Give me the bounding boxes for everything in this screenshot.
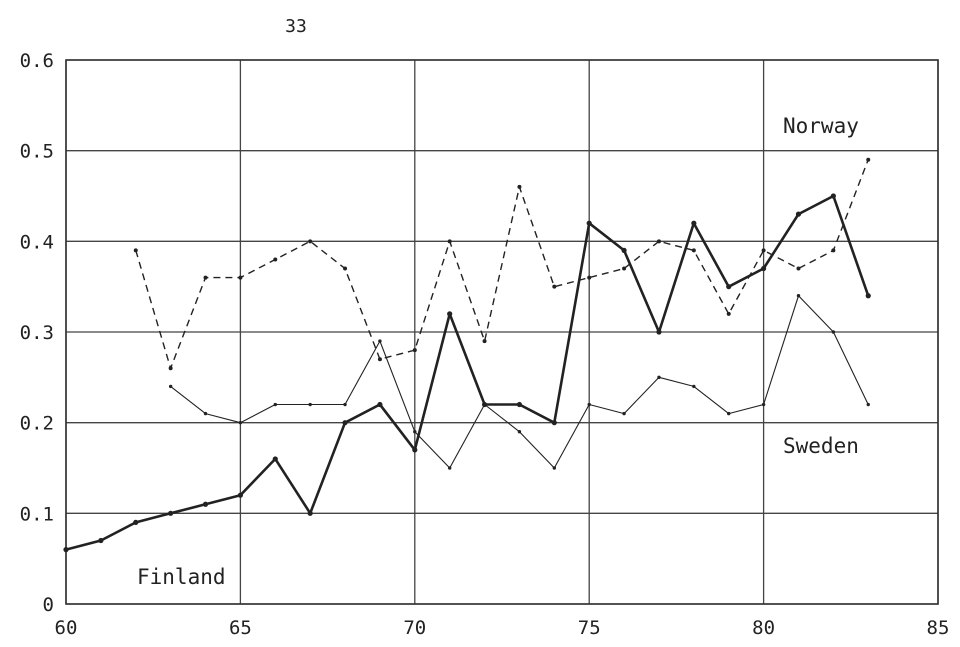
data-point	[795, 211, 802, 217]
data-point	[830, 193, 836, 199]
data-point	[691, 220, 697, 226]
data-point	[692, 384, 696, 389]
data-point	[552, 466, 557, 470]
data-point	[727, 411, 731, 416]
data-point	[238, 420, 243, 425]
data-point	[447, 239, 452, 244]
data-point	[237, 492, 243, 498]
data-point	[657, 375, 661, 380]
data-point	[831, 330, 836, 334]
data-point	[412, 447, 418, 453]
series-line-finland	[65, 194, 870, 551]
series-label-sweden: Sweden	[783, 434, 859, 458]
y-tick-label: 0.2	[20, 413, 54, 435]
data-point	[587, 402, 591, 407]
data-point	[168, 366, 173, 371]
data-point	[691, 248, 696, 253]
data-point	[517, 184, 522, 189]
data-point	[308, 402, 312, 407]
data-point	[622, 411, 626, 416]
data-point	[238, 275, 243, 280]
page-number: 33	[285, 16, 307, 37]
data-point	[656, 329, 662, 335]
data-point	[203, 411, 208, 416]
data-point	[726, 311, 731, 316]
data-point	[621, 247, 627, 253]
y-tick-label: 0.5	[20, 141, 54, 163]
data-point	[587, 275, 592, 280]
series-sweden	[168, 294, 870, 470]
data-point	[482, 339, 487, 344]
series-label-finland: Finland	[137, 565, 226, 589]
data-point	[865, 293, 871, 299]
data-point	[413, 430, 417, 434]
y-tick-label: 0.1	[20, 503, 54, 525]
data-point	[796, 294, 801, 298]
data-point	[202, 501, 209, 507]
data-point	[412, 348, 417, 353]
x-tick-label: 75	[578, 617, 601, 639]
series-labels: Norway Sweden Finland	[137, 114, 859, 589]
data-point	[272, 456, 278, 462]
data-point	[761, 265, 767, 272]
data-point	[343, 402, 347, 407]
series-label-norway: Norway	[783, 114, 859, 138]
x-tick-label: 65	[229, 617, 252, 639]
data-point	[63, 547, 69, 553]
data-point	[866, 157, 871, 162]
data-point	[133, 519, 139, 526]
x-tick-label: 60	[55, 617, 78, 639]
x-tick-label: 70	[403, 617, 426, 639]
data-point	[133, 248, 138, 253]
data-point	[761, 248, 766, 253]
data-point	[516, 401, 523, 408]
data-point	[866, 402, 870, 407]
data-point	[447, 311, 453, 317]
data-point	[622, 266, 627, 271]
data-point	[482, 402, 487, 407]
axis-ticks: 0 0.1 0.2 0.3 0.4 0.5 0.6 60 65 70 75 80 85	[20, 50, 950, 639]
gridlines	[65, 59, 939, 605]
data-point	[168, 510, 174, 516]
data-point	[551, 420, 557, 426]
data-point	[378, 339, 382, 343]
series-lines	[63, 157, 871, 553]
data-point	[761, 402, 766, 407]
data-point	[342, 420, 348, 426]
data-point	[307, 510, 313, 516]
series-norway	[133, 157, 871, 371]
data-point	[726, 284, 732, 290]
data-point	[447, 466, 452, 470]
plot-border	[65, 59, 939, 605]
y-tick-label: 0	[43, 594, 54, 616]
data-point	[308, 239, 313, 244]
data-point	[517, 430, 522, 434]
data-point	[273, 402, 277, 407]
data-point	[586, 220, 592, 226]
data-point	[377, 401, 383, 408]
data-point	[552, 284, 557, 289]
data-point	[343, 266, 348, 271]
y-tick-label: 0.6	[20, 50, 54, 72]
data-point	[796, 266, 801, 271]
x-tick-label: 85	[927, 617, 950, 639]
data-point	[831, 248, 836, 253]
data-point	[98, 537, 104, 544]
y-tick-label: 0.4	[20, 231, 54, 253]
series-line-norway	[135, 159, 869, 369]
data-point	[377, 357, 382, 362]
data-point	[656, 239, 661, 244]
data-point	[203, 275, 208, 280]
data-point	[168, 384, 173, 389]
data-point	[273, 257, 278, 262]
series-finland	[63, 193, 871, 553]
y-tick-label: 0.3	[20, 322, 54, 344]
x-tick-label: 80	[752, 617, 775, 639]
plot-frame	[65, 59, 939, 605]
